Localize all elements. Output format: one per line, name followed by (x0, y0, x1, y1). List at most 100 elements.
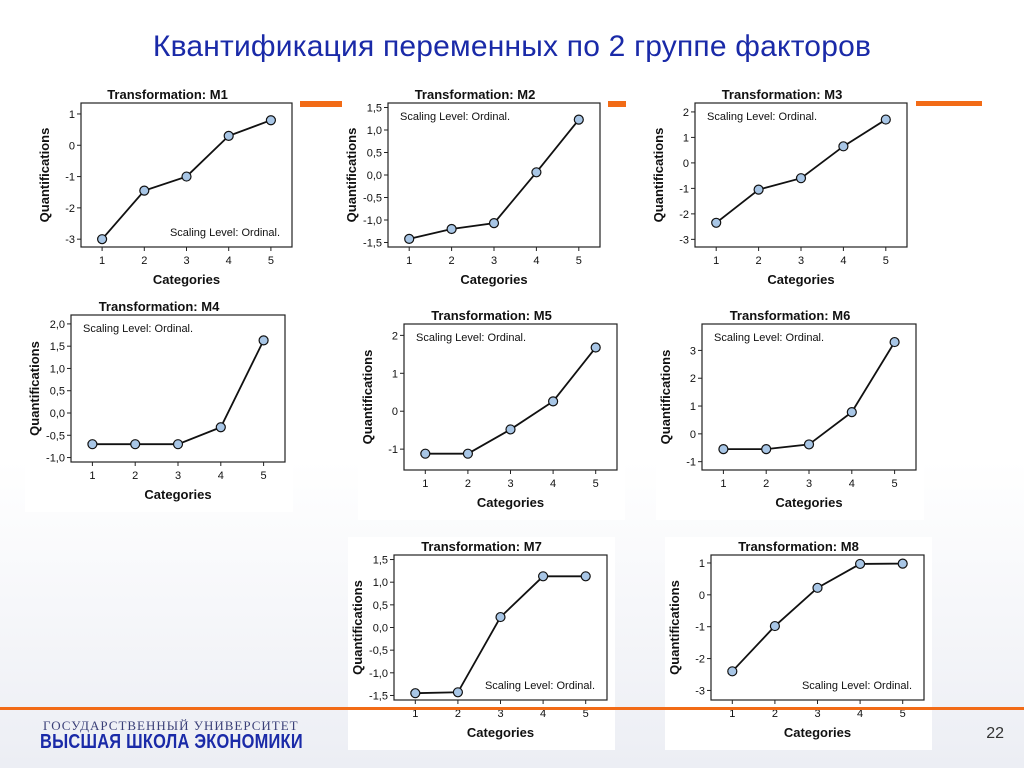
data-point (812, 582, 823, 593)
y-tick-label: 2 (690, 373, 696, 385)
chart-title: Transformation: M6 (730, 308, 851, 323)
chart-title: Transformation: M8 (738, 539, 859, 554)
x-tick-label: 1 (412, 708, 418, 720)
x-tick-label: 2 (455, 708, 461, 720)
data-point (446, 223, 457, 235)
x-tick-label: 2 (763, 478, 769, 490)
x-tick-label: 2 (449, 255, 455, 267)
x-tick-label: 3 (507, 478, 513, 490)
y-tick-label: -1,5 (369, 690, 388, 702)
y-axis-label: Quantifications (344, 128, 359, 223)
chart-title: Transformation: M7 (421, 539, 542, 554)
data-point (215, 422, 226, 433)
data-point (838, 141, 849, 152)
data-point (505, 424, 516, 435)
data-point (223, 130, 234, 141)
data-point (130, 439, 141, 450)
data-point (718, 444, 729, 455)
line-chart: Transformation: M4 -1,0 -0,5 0,0 0,5 1,0 1,5 2,… (27, 299, 286, 502)
x-tick-label: 5 (583, 708, 589, 720)
data-point (531, 167, 542, 178)
x-tick-label: 5 (593, 478, 599, 490)
series-line (723, 341, 896, 451)
y-tick-label: 0 (699, 590, 705, 602)
y-axis-label: Quantifications (27, 341, 42, 436)
y-tick-label: -1 (695, 622, 705, 634)
data-point (265, 115, 276, 126)
data-point (573, 114, 584, 125)
y-tick-label: 2,0 (50, 319, 65, 331)
data-point (462, 448, 474, 459)
line-chart: Transformation: M5 -1 0 1 2 1 2 3 4 5 Categories Qu… (360, 308, 618, 510)
line-chart: Transformation: M7 -1,5 -1,0 -0,5 0,0 0,5 1,0 1… (350, 539, 608, 740)
accent-bar-2 (608, 101, 626, 107)
chart-title: Transformation: M2 (415, 87, 536, 102)
series-line (425, 346, 597, 455)
data-point (452, 687, 464, 698)
x-tick-label: 3 (806, 478, 812, 490)
data-point (769, 620, 781, 632)
y-tick-label: 1 (69, 109, 75, 121)
x-tick-label: 4 (550, 478, 556, 490)
y-tick-label: -2 (695, 654, 705, 666)
chart-title: Transformation: M1 (107, 87, 228, 102)
chart-panel-m4: Transformation: M4 -1,0 -0,5 0,0 0,5 1,0 1,5 2,… (25, 297, 293, 512)
chart-panel-m7: Transformation: M7 -1,5 -1,0 -0,5 0,0 0,5 1,0 1… (348, 537, 615, 750)
y-tick-label: 1 (699, 558, 705, 570)
y-axis-label: Quantifications (350, 580, 365, 675)
data-point (889, 336, 900, 348)
y-tick-label: 3 (690, 345, 696, 357)
x-tick-label: 4 (226, 255, 232, 267)
x-tick-label: 4 (840, 255, 846, 267)
x-tick-label: 1 (729, 708, 735, 720)
y-tick-label: 2 (683, 107, 689, 119)
y-tick-label: 0,0 (50, 408, 65, 420)
x-tick-label: 5 (892, 478, 898, 490)
x-tick-label: 4 (849, 478, 855, 490)
x-tick-label: 3 (814, 708, 820, 720)
data-point (420, 448, 431, 459)
data-point (727, 666, 738, 677)
x-tick-label: 5 (900, 708, 906, 720)
y-tick-label: -3 (695, 685, 705, 697)
y-tick-label: 2 (392, 330, 398, 342)
chart-panel-m3: Transformation: M3 -3 -2 -1 0 1 2 1 2 3 4 5 Categori… (649, 85, 915, 297)
x-tick-label: 5 (883, 255, 889, 267)
line-chart: Transformation: M3 -3 -2 -1 0 1 2 1 2 3 4 5 Categori… (651, 87, 908, 287)
data-point (172, 439, 184, 450)
y-axis-label: Quantifications (658, 350, 673, 445)
y-tick-label: -0,5 (46, 430, 65, 442)
x-tick-label: 1 (99, 255, 105, 267)
y-tick-label: -1,0 (369, 668, 388, 680)
y-tick-label: 1,0 (373, 577, 388, 589)
scaling-level-annotation: Scaling Level: Ordinal. (707, 111, 817, 123)
x-tick-label: 3 (183, 255, 189, 267)
scaling-level-annotation: Scaling Level: Ordinal. (400, 111, 510, 123)
data-point (139, 185, 150, 196)
y-axis-label: Quantifications (667, 580, 682, 675)
y-tick-label: -1,0 (46, 453, 65, 465)
x-tick-label: 1 (713, 255, 719, 267)
y-tick-label: -2 (65, 203, 75, 215)
x-axis-label: Categories (460, 272, 527, 287)
y-tick-label: 0 (69, 140, 75, 152)
scaling-level-annotation: Scaling Level: Ordinal. (83, 323, 193, 335)
series-line (715, 118, 887, 224)
chart-title: Transformation: M5 (431, 308, 552, 323)
data-point (855, 558, 866, 570)
y-axis-label: Quantifications (37, 128, 52, 223)
y-tick-label: 1,5 (50, 341, 65, 353)
data-point (880, 114, 891, 125)
data-point (87, 439, 98, 450)
x-tick-label: 2 (141, 255, 147, 267)
y-tick-label: -1,5 (363, 238, 382, 250)
data-point (404, 233, 415, 244)
accent-bar-3 (916, 101, 982, 106)
data-point (488, 218, 500, 229)
plot-frame (710, 554, 925, 701)
footer-divider (0, 707, 1024, 710)
y-tick-label: -1 (679, 183, 689, 195)
y-tick-label: -1 (65, 172, 75, 184)
data-point (580, 571, 591, 582)
scaling-level-annotation: Scaling Level: Ordinal. (170, 227, 280, 239)
